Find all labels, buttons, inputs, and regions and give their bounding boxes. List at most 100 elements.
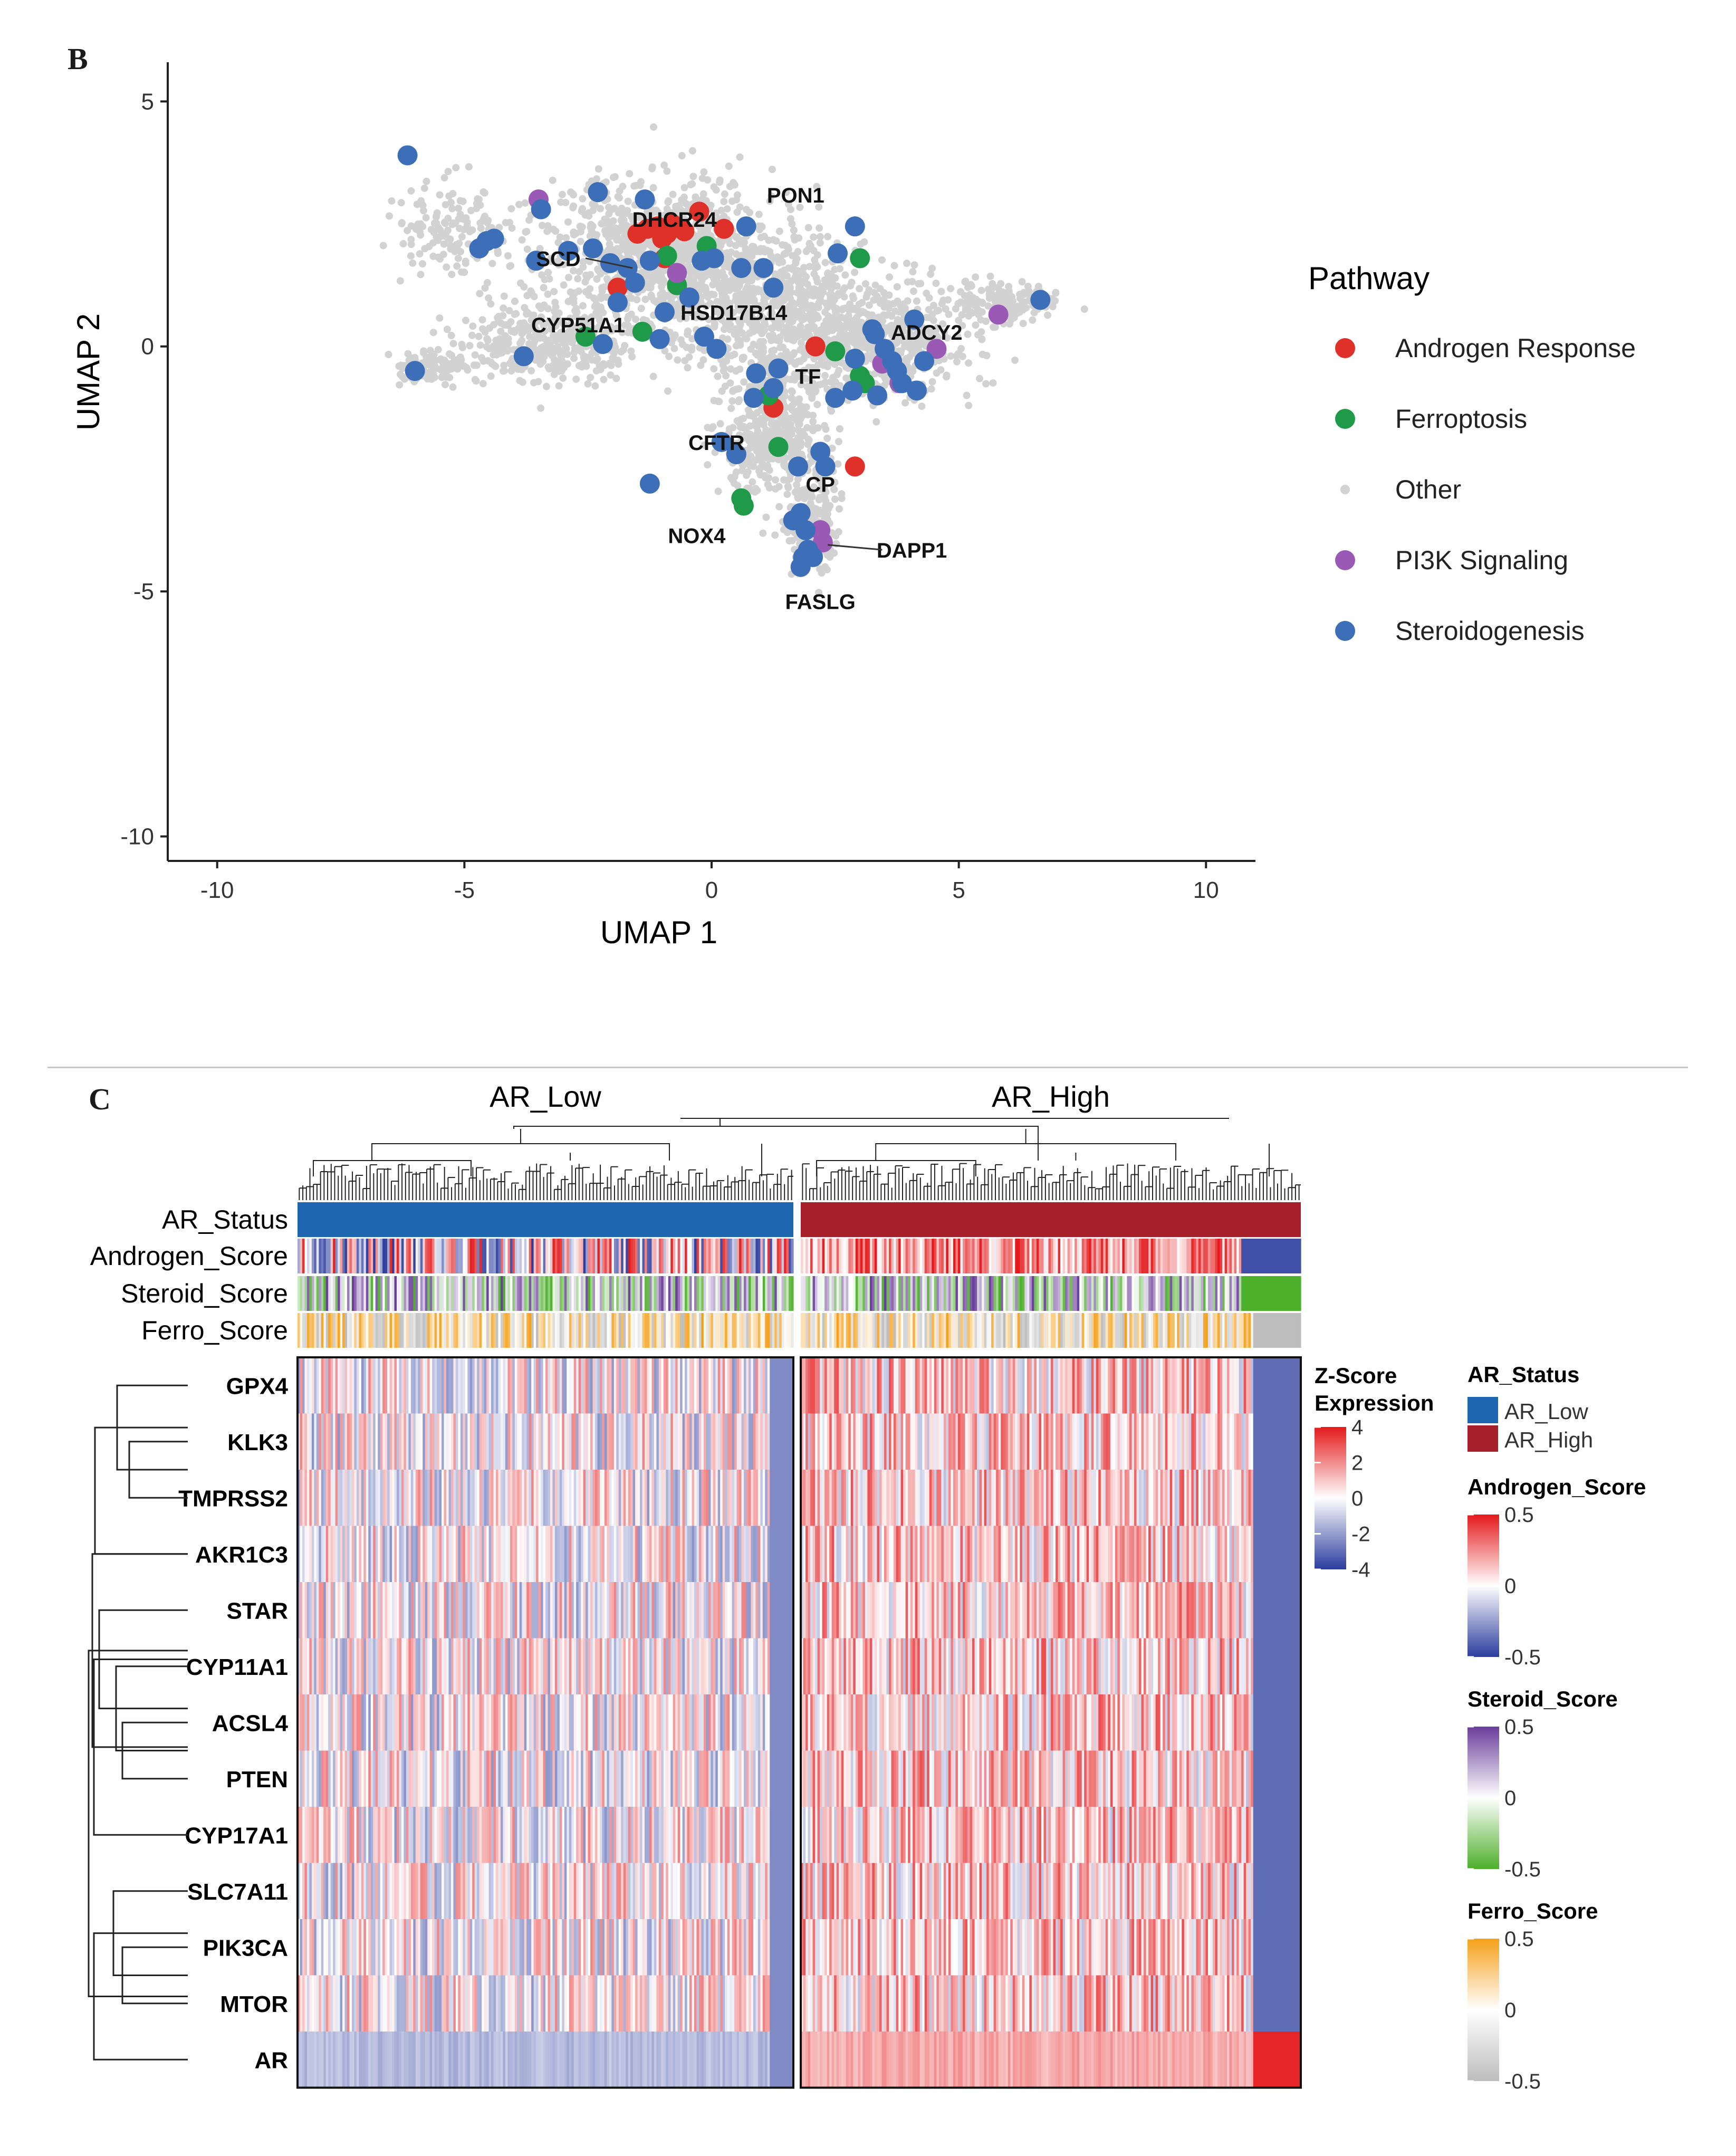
annotation-cell — [621, 1313, 624, 1348]
annotation-cell — [957, 1276, 961, 1311]
annotation-cell — [784, 1313, 787, 1348]
point-other — [646, 273, 654, 281]
annotation-cell — [564, 1313, 567, 1348]
data-point — [988, 304, 1009, 325]
annotation-cell — [613, 1239, 617, 1273]
point-other — [518, 236, 526, 244]
point-other — [932, 280, 940, 288]
annotation-cell — [1158, 1239, 1161, 1273]
annotation-cell — [865, 1313, 868, 1348]
annotation-cell — [732, 1276, 735, 1311]
annotation-cell — [418, 1313, 421, 1348]
annotation-cell — [1027, 1313, 1030, 1348]
annotation-cell — [810, 1239, 813, 1273]
annotation-cell — [467, 1276, 471, 1311]
point-other — [581, 318, 589, 326]
annotation-cell — [789, 1313, 792, 1348]
annotation-cell — [972, 1239, 975, 1273]
x-tick-label: 0 — [705, 877, 718, 903]
annotation-cell — [1075, 1239, 1078, 1273]
annotation-cell — [469, 1313, 473, 1348]
annotation-cell — [330, 1313, 333, 1348]
annotation-cell — [900, 1239, 904, 1273]
annotation-cell — [1169, 1313, 1173, 1348]
annotation-cell — [953, 1313, 956, 1348]
point-other — [527, 287, 535, 295]
point-other — [555, 357, 563, 365]
annotation-cell — [1058, 1276, 1061, 1311]
point-other — [385, 350, 392, 358]
annotation-cell — [755, 1276, 759, 1311]
annotation-cell — [351, 1239, 355, 1273]
point-other — [791, 327, 799, 335]
annotation-cell — [1155, 1313, 1158, 1348]
annotation-cell — [903, 1313, 906, 1348]
annotation-cell — [722, 1313, 725, 1348]
point-other — [688, 335, 696, 343]
point-other — [758, 223, 766, 231]
annotation-cell — [649, 1239, 653, 1273]
annotation-cell — [581, 1276, 584, 1311]
data-point — [746, 363, 766, 384]
point-other — [396, 277, 404, 285]
point-other — [841, 284, 849, 292]
annotation-cell — [1139, 1313, 1142, 1348]
annotation-cell — [903, 1276, 906, 1311]
annotation-cell — [865, 1276, 868, 1311]
data-point — [689, 202, 709, 222]
annotation-cell — [1212, 1239, 1216, 1273]
annotation-cell — [1077, 1276, 1080, 1311]
point-other — [918, 403, 926, 410]
point-other — [807, 490, 815, 497]
annotation-cell — [375, 1239, 378, 1273]
annotation-cell — [1134, 1313, 1137, 1348]
annotation-cell — [1236, 1239, 1240, 1273]
annotation-cell — [1188, 1239, 1192, 1273]
point-other — [787, 295, 794, 303]
annotation-cell — [767, 1239, 770, 1273]
annotation-cell — [1158, 1276, 1161, 1311]
annotation-cell — [789, 1276, 792, 1311]
point-other — [815, 589, 823, 597]
point-other — [447, 332, 455, 340]
annotation-cell — [896, 1239, 899, 1273]
point-other — [429, 252, 437, 260]
point-other — [527, 367, 535, 375]
annotation-cell — [647, 1239, 650, 1273]
point-other — [618, 329, 626, 337]
annotation-cell — [1150, 1276, 1154, 1311]
annotation-cell — [576, 1313, 579, 1348]
annotation-cell — [908, 1276, 911, 1311]
annotation-cell — [368, 1313, 371, 1348]
annotation-cell — [359, 1239, 362, 1273]
point-other — [769, 324, 776, 332]
annotation-cell — [482, 1239, 485, 1273]
point-other — [760, 356, 768, 363]
annotation-cell — [891, 1276, 894, 1311]
annotation-cell — [394, 1276, 397, 1311]
point-other — [546, 340, 554, 348]
annotation-cell — [1196, 1239, 1199, 1273]
annotation-cell — [1072, 1313, 1075, 1348]
annotation-cell — [717, 1313, 721, 1348]
annotation-cell — [1289, 1239, 1292, 1273]
point-other — [495, 313, 503, 321]
point-other — [838, 313, 846, 321]
annotation-cell — [573, 1239, 577, 1273]
point-other — [929, 317, 937, 324]
annotation-cell — [922, 1313, 925, 1348]
annotation-cell — [1034, 1276, 1037, 1311]
annotation-cell — [450, 1276, 454, 1311]
annotation-cell — [727, 1276, 730, 1311]
point-other — [793, 481, 801, 488]
annotation-cell — [986, 1313, 990, 1348]
annotation-cell — [1153, 1276, 1156, 1311]
annotation-cell — [517, 1313, 520, 1348]
point-other — [716, 420, 724, 428]
annotation-cell — [977, 1276, 980, 1311]
annotation-cell — [884, 1239, 887, 1273]
annotation-cell — [943, 1239, 946, 1273]
status-block — [298, 1202, 793, 1237]
annotation-cell — [886, 1276, 889, 1311]
point-other — [581, 211, 589, 219]
